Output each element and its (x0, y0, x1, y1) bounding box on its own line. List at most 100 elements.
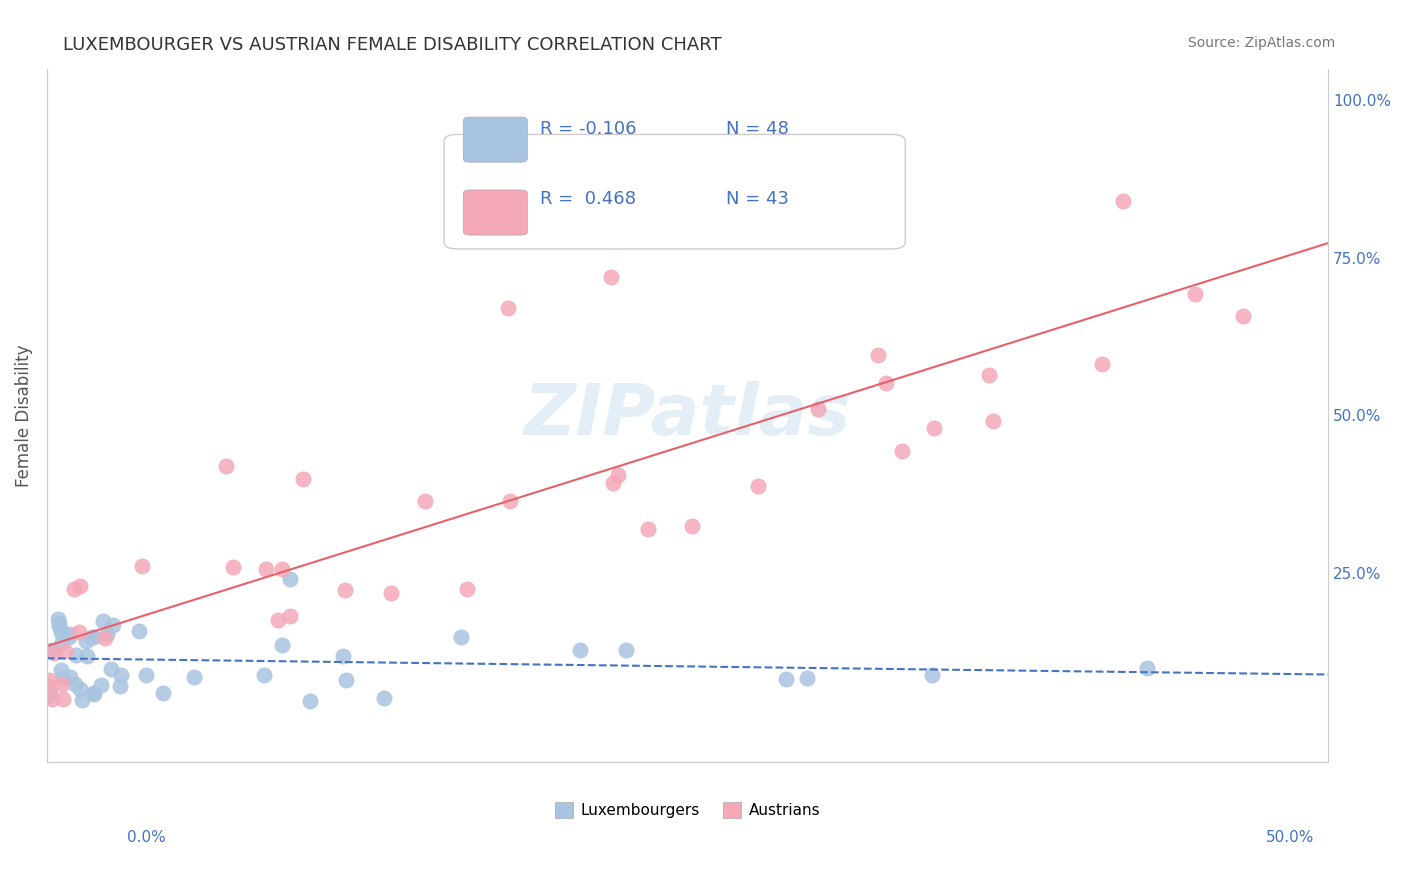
Point (82, 630, 104, 644)
Point (981, 414, 1004, 428)
Point (70, 692, 93, 706)
Point (96, 627, 118, 641)
Text: Source: ZipAtlas.com: Source: ZipAtlas.com (1188, 36, 1336, 50)
Point (108, 679, 131, 693)
Point (807, 401, 830, 416)
Point (335, 582, 357, 597)
FancyBboxPatch shape (464, 190, 527, 235)
Point (39, 686, 62, 700)
Point (52, 671, 75, 685)
Y-axis label: Female Disability: Female Disability (15, 344, 32, 487)
Point (82, 686, 104, 700)
Point (41, 691, 63, 706)
Point (63, 677, 86, 691)
Point (100, 662, 122, 676)
Point (83, 687, 105, 701)
FancyBboxPatch shape (464, 117, 527, 162)
Point (415, 494, 437, 508)
Point (131, 558, 153, 573)
Point (46, 612, 69, 626)
Point (65, 648, 87, 663)
Point (335, 673, 357, 687)
Point (37, 689, 59, 703)
Point (1112, 194, 1135, 208)
Text: ZIPatlas: ZIPatlas (524, 381, 851, 450)
Point (299, 693, 322, 707)
Point (499, 494, 522, 508)
Point (48, 619, 70, 633)
Point (90, 678, 112, 692)
Legend: Luxembourgers, Austrians: Luxembourgers, Austrians (548, 796, 827, 824)
Point (270, 638, 292, 652)
Point (82, 630, 104, 644)
Point (91, 614, 114, 628)
Point (49, 664, 72, 678)
Text: 0.0%: 0.0% (127, 830, 166, 845)
Point (59, 670, 82, 684)
Point (49, 624, 72, 639)
Point (253, 668, 276, 682)
Point (496, 301, 519, 316)
Point (75, 633, 97, 648)
Point (267, 613, 290, 627)
Point (52, 692, 75, 706)
Point (890, 444, 912, 458)
Point (1232, 309, 1254, 323)
Point (135, 668, 157, 682)
Point (456, 582, 478, 596)
Point (599, 269, 621, 284)
Point (254, 562, 277, 576)
Point (76, 648, 98, 663)
Point (58, 627, 80, 641)
Point (58, 630, 80, 644)
Point (332, 648, 354, 663)
Point (69, 624, 91, 639)
Point (866, 348, 889, 362)
FancyBboxPatch shape (444, 135, 905, 249)
Point (775, 672, 797, 686)
Point (152, 686, 174, 700)
Point (921, 668, 943, 682)
Text: R =  0.468: R = 0.468 (540, 190, 636, 208)
Point (271, 562, 294, 576)
Point (183, 670, 205, 684)
Point (41, 643, 63, 657)
Point (681, 518, 703, 533)
Point (69, 579, 91, 593)
Point (373, 690, 395, 705)
Point (48, 615, 70, 630)
Point (69, 681, 91, 696)
Point (63, 582, 86, 596)
Point (103, 618, 125, 632)
Point (637, 523, 659, 537)
Point (1091, 357, 1114, 371)
Point (51, 634, 73, 648)
Text: N = 43: N = 43 (725, 190, 789, 208)
Point (1184, 286, 1206, 301)
Point (450, 630, 472, 644)
Point (292, 472, 315, 486)
Point (42, 647, 65, 661)
Text: R = -0.106: R = -0.106 (540, 120, 637, 138)
Point (606, 468, 628, 483)
Point (804, 232, 827, 246)
Point (602, 476, 624, 491)
Point (614, 643, 637, 657)
Point (38, 679, 60, 693)
Point (922, 421, 945, 435)
Point (278, 573, 301, 587)
Point (278, 609, 301, 624)
Point (94, 631, 117, 645)
Point (128, 624, 150, 638)
Point (215, 458, 238, 473)
Point (747, 479, 769, 493)
Point (221, 560, 243, 574)
Text: 50.0%: 50.0% (1267, 830, 1315, 845)
Point (51, 677, 73, 691)
Point (380, 586, 402, 600)
Text: LUXEMBOURGER VS AUSTRIAN FEMALE DISABILITY CORRELATION CHART: LUXEMBOURGER VS AUSTRIAN FEMALE DISABILI… (63, 36, 721, 54)
Point (110, 667, 132, 681)
Point (876, 376, 898, 390)
Point (568, 643, 591, 657)
Point (38, 673, 60, 687)
